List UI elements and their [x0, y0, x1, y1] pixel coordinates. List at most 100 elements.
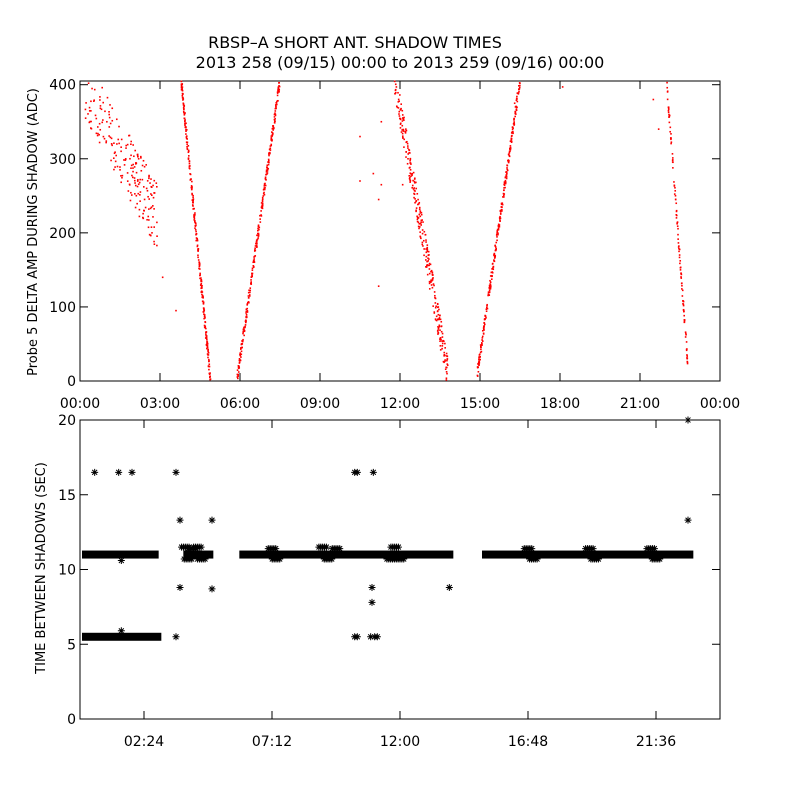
amplitude-point	[499, 217, 502, 220]
amplitude-point	[206, 346, 209, 349]
amplitude-point	[478, 356, 481, 359]
amplitude-point	[257, 229, 259, 232]
amplitude-point	[503, 181, 506, 183]
amplitude-point	[240, 347, 242, 349]
interval-point	[117, 627, 125, 635]
amplitude-point	[430, 269, 433, 272]
amplitude-point	[264, 182, 266, 185]
amplitude-point	[437, 326, 439, 328]
amplitude-point	[481, 329, 484, 332]
amplitude-point	[188, 155, 190, 157]
amplitude-point	[256, 245, 258, 248]
amplitude-point	[200, 279, 203, 281]
amplitude-point	[248, 289, 250, 292]
amplitude-point	[240, 356, 242, 358]
amplitude-point	[401, 124, 404, 127]
amplitude-point	[89, 120, 91, 123]
amplitude-point	[101, 121, 104, 124]
interval-point	[367, 633, 375, 641]
amplitude-point	[496, 231, 498, 234]
amplitude-point	[445, 352, 448, 355]
amplitude-point	[272, 127, 275, 130]
amplitude-point	[419, 222, 422, 225]
amplitude-point	[416, 216, 419, 219]
amplitude-point	[425, 266, 428, 268]
amplitude-point	[496, 233, 498, 235]
amplitude-point	[102, 135, 105, 138]
amplitude-point	[245, 320, 247, 323]
amplitude-point	[201, 291, 204, 293]
amplitude-point	[478, 364, 480, 366]
amplitude-point	[499, 212, 502, 214]
amplitude-point	[492, 265, 495, 268]
amplitude-point	[194, 225, 197, 227]
amplitude-point	[262, 195, 265, 197]
amplitude-x-tick-label: 06:00	[220, 396, 260, 412]
amplitude-point	[120, 175, 122, 177]
amplitude-point	[411, 174, 413, 177]
amplitude-point	[192, 208, 194, 210]
amplitude-point	[446, 359, 448, 362]
amplitude-point	[673, 181, 675, 183]
amplitude-point	[250, 276, 253, 279]
amplitude-point	[413, 192, 415, 195]
amplitude-point	[518, 86, 521, 89]
amplitude-point	[425, 239, 427, 241]
amplitude-point	[261, 202, 264, 205]
interval-axes: 02:24 07:12 12:00 16:48 21:36 0 5 10 15 20	[58, 413, 720, 750]
amplitude-point	[194, 227, 196, 229]
amplitude-point	[686, 355, 689, 357]
amplitude-point	[185, 133, 187, 135]
amplitude-point	[511, 126, 514, 128]
amplitude-point	[476, 375, 479, 377]
amplitude-point	[681, 289, 684, 292]
amplitude-point	[426, 273, 429, 276]
amplitude-point	[403, 138, 406, 141]
amplitude-point	[111, 107, 114, 110]
interval-point	[533, 555, 541, 563]
amplitude-point	[110, 143, 113, 145]
amplitude-point	[515, 113, 517, 115]
amplitude-point	[481, 344, 483, 346]
amplitude-point	[425, 251, 428, 254]
amplitude-point	[187, 151, 190, 154]
amplitude-point	[437, 326, 440, 329]
amplitude-point	[682, 304, 685, 307]
interval-point	[353, 633, 361, 641]
amplitude-point	[100, 108, 103, 111]
amplitude-point	[402, 128, 404, 131]
amplitude-point	[274, 120, 276, 122]
amplitude-point	[269, 147, 272, 150]
amplitude-point	[128, 134, 131, 137]
interval-x-tick-label: 12:00	[380, 734, 420, 750]
amplitude-point	[251, 269, 254, 271]
amplitude-point	[180, 88, 183, 91]
amplitude-point	[488, 289, 491, 292]
amplitude-point	[483, 328, 485, 331]
amplitude-point	[180, 80, 183, 83]
interval-point	[276, 555, 284, 563]
amplitude-point	[380, 183, 383, 186]
amplitude-point	[504, 182, 507, 185]
amplitude-point	[237, 377, 239, 380]
amplitude-point	[204, 321, 206, 323]
amplitude-point	[185, 136, 188, 138]
amplitude-point	[246, 303, 249, 305]
amplitude-point	[675, 209, 678, 212]
amplitude-point	[434, 318, 437, 320]
amplitude-point	[497, 225, 500, 227]
amplitude-point	[503, 193, 506, 195]
amplitude-point	[668, 116, 671, 118]
amplitude-point	[676, 221, 679, 224]
amplitude-point	[484, 315, 487, 318]
amplitude-point	[510, 141, 513, 144]
amplitude-point	[118, 142, 120, 145]
amplitude-point	[258, 226, 261, 229]
amplitude-point	[414, 201, 416, 204]
amplitude-point	[246, 311, 249, 313]
amplitude-point	[422, 239, 425, 242]
amplitude-y-tick-label: 0	[67, 374, 76, 390]
amplitude-point	[200, 286, 203, 288]
amplitude-point	[518, 88, 520, 91]
